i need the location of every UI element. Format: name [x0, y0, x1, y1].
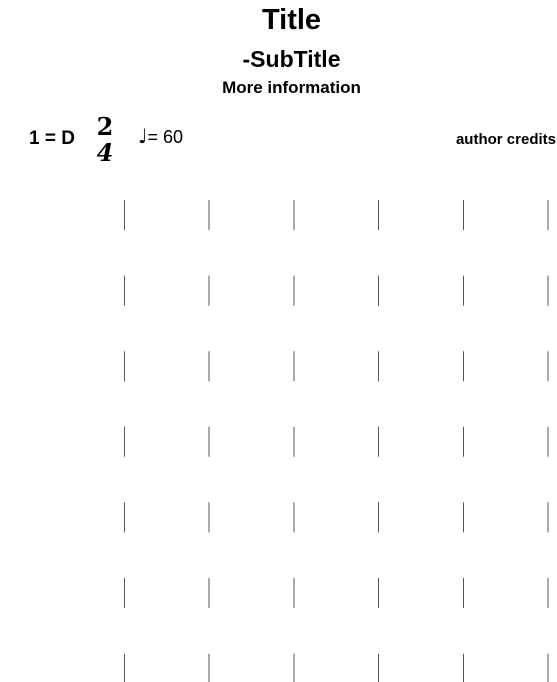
tempo-value: = 60	[147, 127, 183, 147]
time-signature-numerator: 2	[96, 112, 114, 141]
tempo-marking: ♩= 60	[138, 125, 183, 148]
score-title: Title	[261, 4, 322, 36]
score-info: More information	[222, 78, 361, 97]
quarter-note-icon: ♩	[138, 124, 148, 148]
key-signature: 1 = D	[29, 128, 75, 149]
score-subtitle: -SubTitle	[242, 46, 341, 72]
author-credits: author credits	[455, 131, 556, 148]
time-signature: 2 4	[94, 114, 116, 166]
time-signature-denominator: 4	[96, 138, 114, 167]
